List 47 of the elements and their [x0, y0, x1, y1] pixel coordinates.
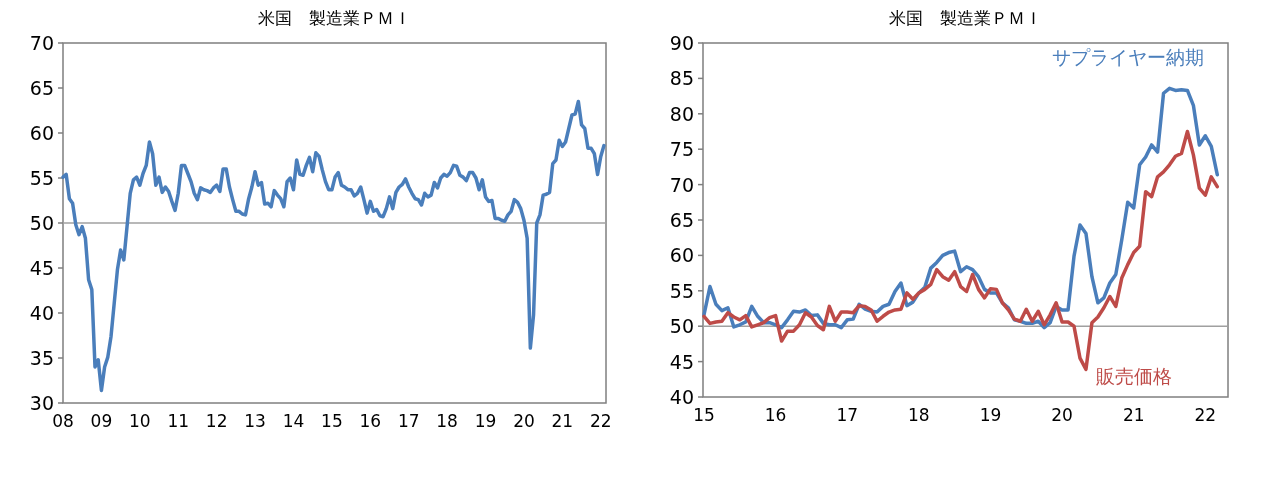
x-tick-label: 13: [244, 411, 266, 431]
y-tick-label: 80: [669, 102, 694, 125]
x-tick-label: 18: [908, 405, 930, 425]
y-tick-label: 65: [29, 77, 54, 99]
chart-title: 米国 製造業ＰＭＩ: [258, 8, 411, 28]
y-tick-label: 70: [29, 32, 54, 54]
x-tick-label: 20: [513, 411, 535, 431]
x-tick-label: 16: [764, 405, 787, 425]
x-tick-label: 21: [551, 411, 574, 431]
y-tick-label: 55: [669, 279, 694, 302]
y-tick-label: 30: [29, 392, 54, 414]
chart-title: 米国 製造業ＰＭＩ: [889, 8, 1042, 28]
x-tick-label: 15: [693, 405, 715, 425]
y-tick-label: 75: [669, 138, 694, 161]
x-tick-label: 17: [836, 405, 859, 425]
y-tick-label: 55: [29, 167, 54, 189]
y-tick-label: 40: [669, 386, 694, 408]
x-tick-label: 22: [1194, 405, 1217, 425]
y-tick-label: 50: [669, 315, 694, 338]
x-tick-label: 19: [474, 411, 497, 431]
y-tick-label: 50: [29, 212, 54, 234]
y-tick-label: 40: [29, 302, 54, 324]
x-tick-label: 12: [205, 411, 228, 431]
x-tick-label: 16: [359, 411, 382, 431]
y-tick-label: 90: [669, 32, 694, 54]
x-tick-label: 09: [90, 411, 113, 431]
x-tick-label: 10: [129, 411, 151, 431]
y-tick-label: 65: [669, 209, 694, 231]
y-tick-label: 45: [29, 257, 54, 279]
y-tick-label: 60: [29, 122, 54, 144]
y-tick-label: 35: [29, 347, 54, 369]
y-tick-label: 45: [669, 350, 694, 373]
x-tick-label: 20: [1051, 405, 1073, 425]
x-tick-label: 11: [167, 411, 190, 431]
series-label: 販売価格: [1095, 365, 1172, 388]
x-tick-label: 15: [321, 411, 343, 431]
x-tick-label: 08: [52, 411, 74, 431]
y-tick-label: 60: [669, 244, 694, 267]
x-tick-label: 18: [436, 411, 458, 431]
x-tick-label: 21: [1122, 405, 1145, 425]
x-tick-label: 17: [397, 411, 420, 431]
y-tick-label: 85: [669, 67, 694, 90]
x-tick-label: 14: [282, 411, 305, 431]
series-label: サプライヤー納期: [1052, 46, 1204, 69]
y-tick-label: 70: [669, 173, 694, 196]
x-tick-label: 22: [589, 411, 612, 431]
x-tick-label: 19: [979, 405, 1002, 425]
